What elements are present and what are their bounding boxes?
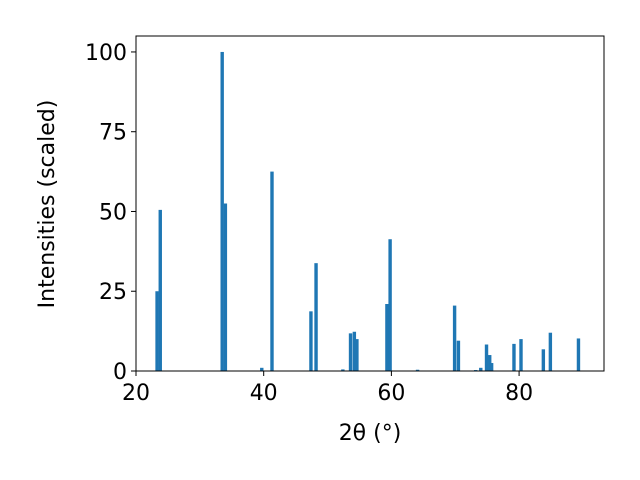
y-axis-label: Intensities (scaled) (35, 100, 60, 309)
x-axis-label: 2θ (°) (339, 421, 402, 446)
x-tick-label: 40 (250, 381, 278, 406)
bar (155, 291, 159, 371)
bar (456, 340, 461, 371)
x-tick-label: 80 (505, 381, 533, 406)
y-tick-label: 25 (99, 280, 127, 305)
bar (576, 338, 581, 371)
bar (223, 203, 228, 371)
bar (270, 171, 274, 371)
y-tick-label: 75 (99, 121, 127, 146)
bar (541, 349, 546, 371)
axes-frame (135, 35, 605, 372)
bar (512, 343, 516, 371)
bar (341, 369, 345, 371)
bar (348, 333, 353, 371)
bar (352, 331, 357, 371)
bar (548, 332, 553, 371)
bar (484, 344, 489, 371)
bar (220, 51, 224, 371)
bar (415, 369, 420, 371)
bar (519, 339, 523, 371)
x-tick-label: 20 (122, 381, 150, 406)
bar (452, 305, 457, 371)
bar (260, 367, 264, 371)
bar (385, 304, 389, 371)
y-tick-label: 0 (113, 360, 127, 385)
bar (355, 339, 359, 371)
bar (388, 239, 392, 371)
bar (309, 311, 313, 371)
y-tick-label: 100 (85, 41, 127, 66)
bar (479, 367, 483, 371)
bar (489, 363, 494, 371)
x-tick-label: 60 (377, 381, 405, 406)
bar (488, 355, 492, 371)
bar (314, 263, 318, 371)
y-tick-label: 50 (99, 200, 127, 225)
bar (158, 209, 162, 371)
